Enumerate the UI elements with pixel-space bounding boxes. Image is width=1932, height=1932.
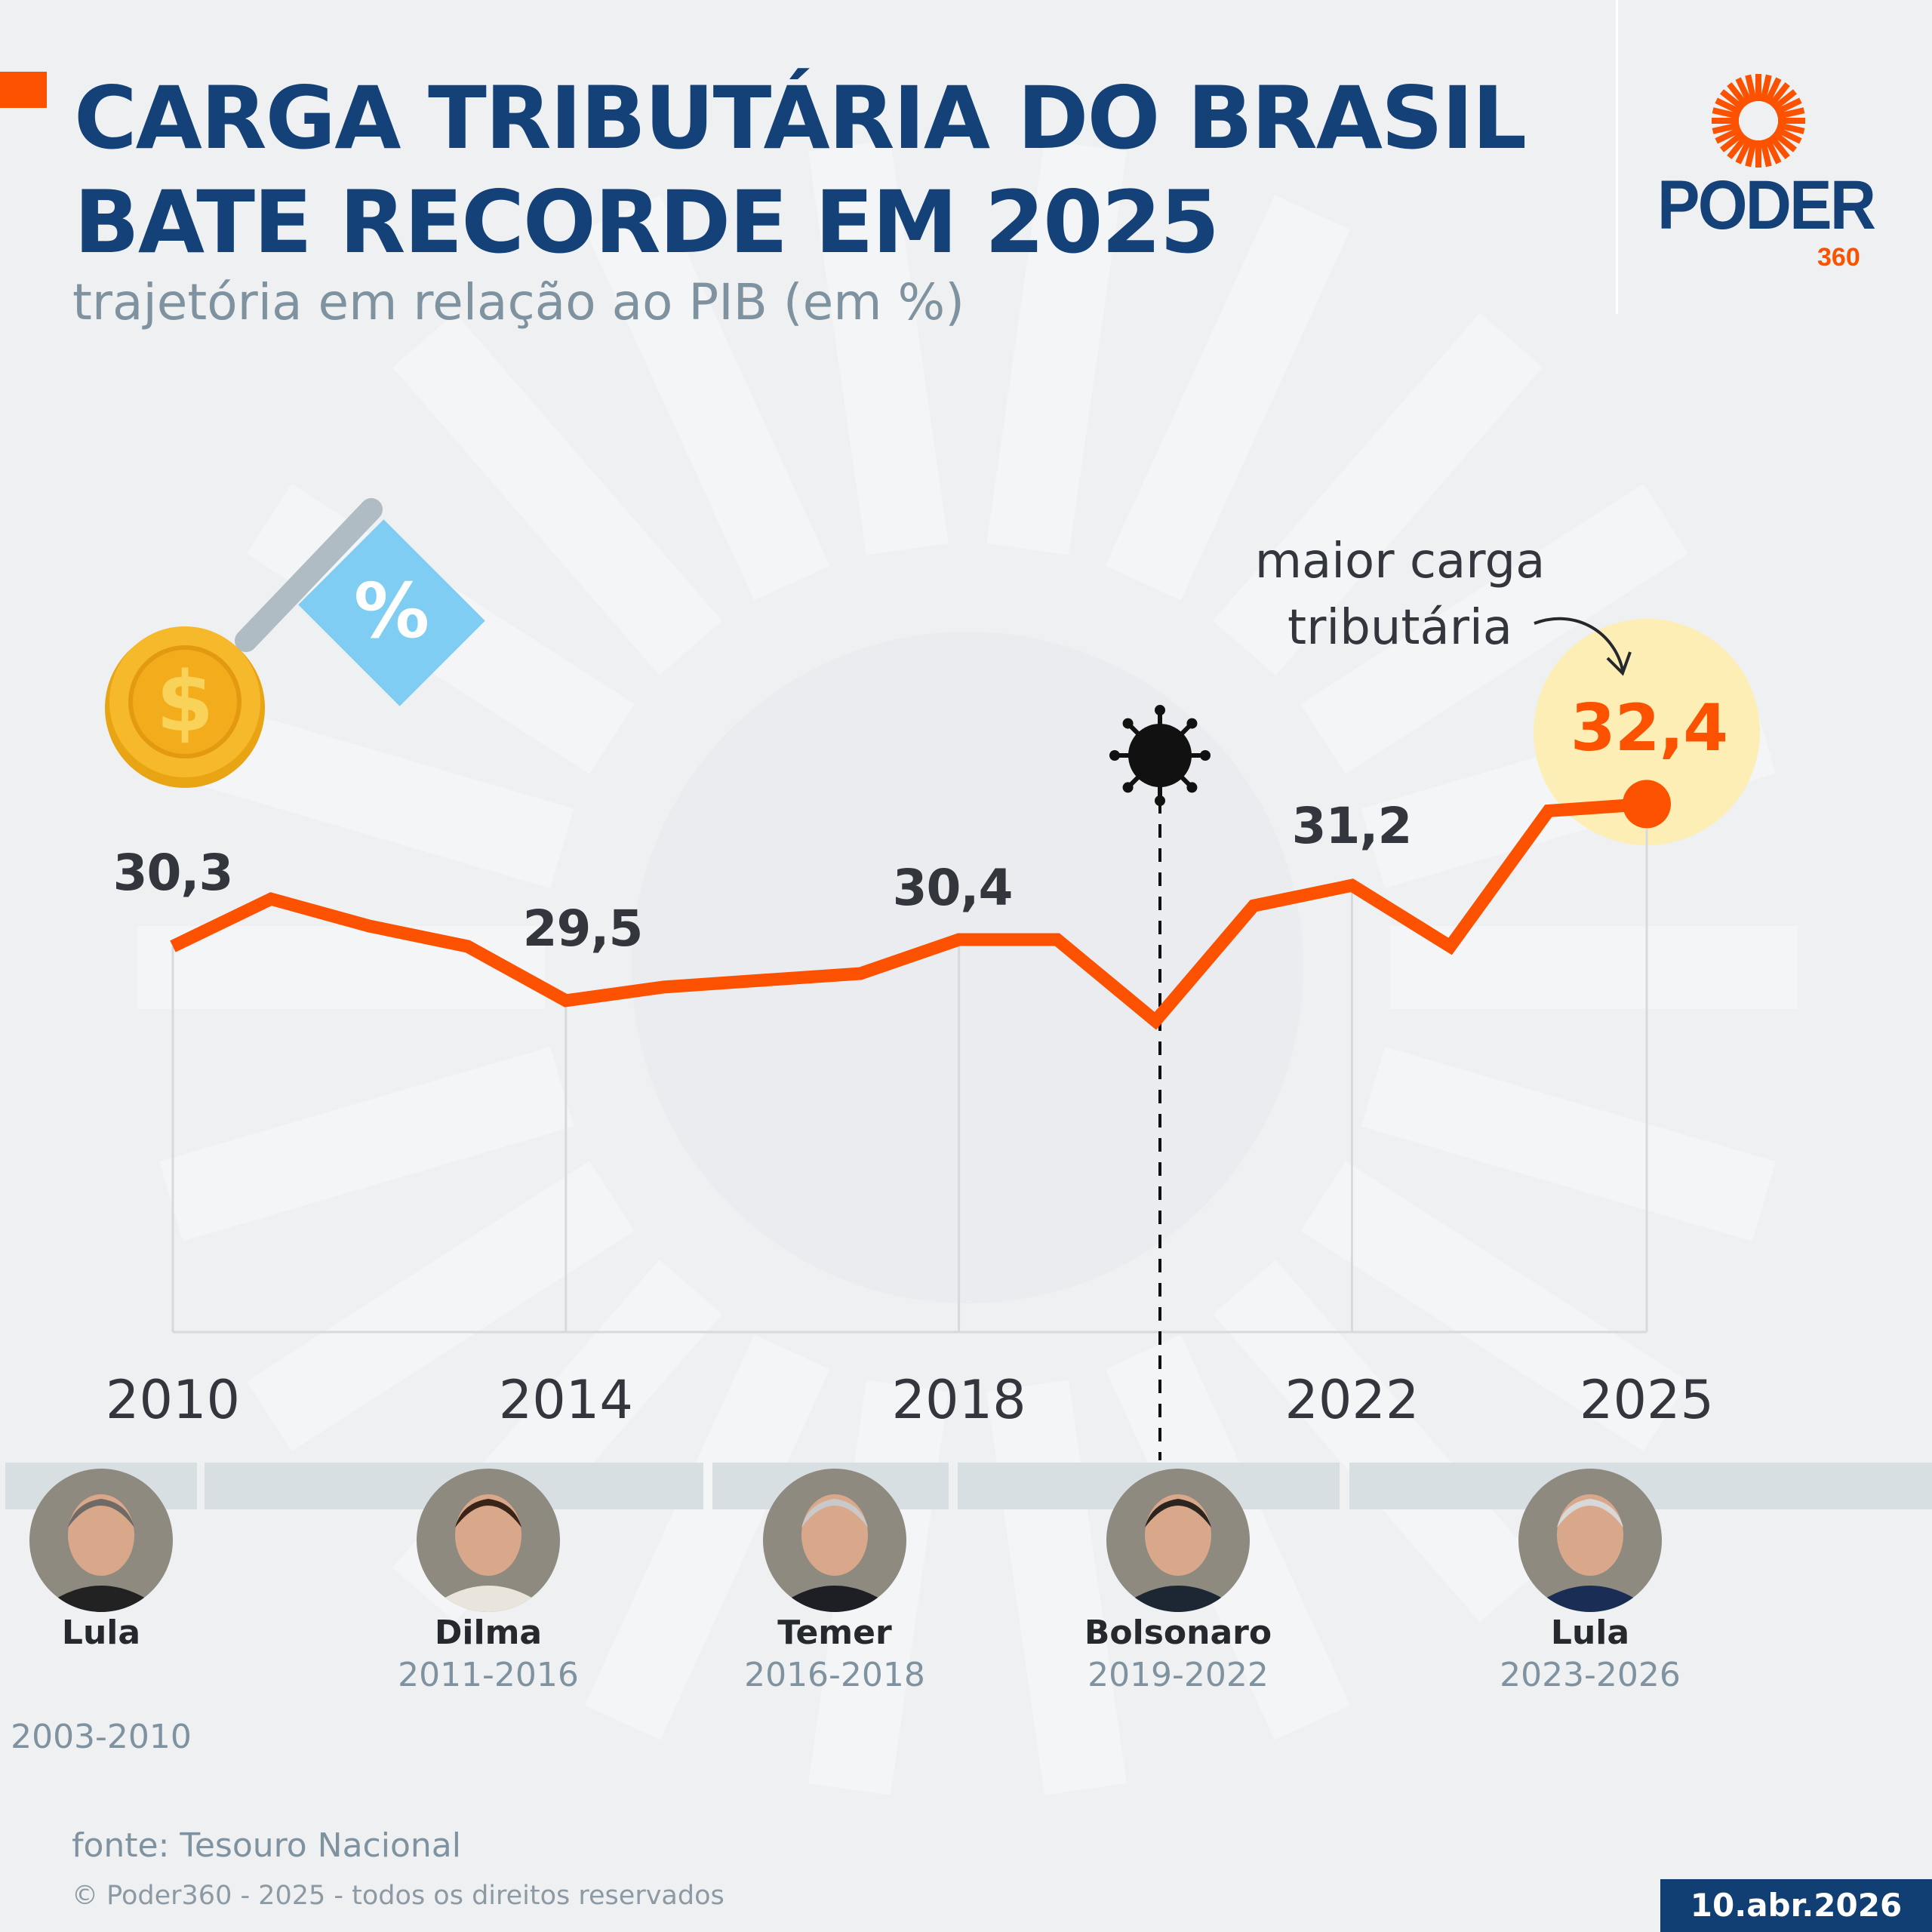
- page-subtitle: trajetória em relação ao PIB (em %): [72, 273, 965, 331]
- annotation-line1: maior carga: [1254, 534, 1546, 589]
- x-tick-2022: 2022: [1284, 1369, 1420, 1431]
- background-ray: [986, 140, 1127, 555]
- page-title-line2: BATE RECORDE EM 2025: [74, 172, 1220, 272]
- background-ray: [1300, 1161, 1689, 1451]
- president-name: Temer: [777, 1614, 892, 1652]
- data-label-2022: 31,2: [1291, 797, 1413, 855]
- poder360-sun-icon: [1712, 74, 1805, 168]
- portrait-avatar: [417, 1469, 560, 1612]
- background-ray: [585, 1334, 830, 1740]
- x-tick-2018: 2018: [891, 1369, 1026, 1431]
- annotation-arrow: [1534, 617, 1624, 671]
- percent-flag-icon: [298, 519, 485, 706]
- portrait-avatar: [1518, 1469, 1662, 1612]
- copyright: © Poder360 - 2025 - todos os direitos re…: [72, 1881, 724, 1911]
- president-term: 2019-2022: [1088, 1656, 1269, 1694]
- data-label-2014: 29,5: [522, 900, 644, 958]
- president-term: 2011-2016: [398, 1656, 579, 1694]
- data-label-2025: 32,4: [1570, 691, 1728, 766]
- record-highlight: [1534, 619, 1760, 845]
- annotation-line2: tributária: [1287, 600, 1512, 656]
- president-term: 2023-2026: [1500, 1656, 1681, 1694]
- x-tick-2014: 2014: [498, 1369, 633, 1431]
- background-ray: [808, 140, 949, 555]
- president-name: Bolsonaro: [1084, 1614, 1272, 1652]
- annotation-text: maior carga tributária: [1208, 528, 1592, 661]
- portrait-avatar: [763, 1469, 906, 1612]
- source-note: fonte: Tesouro Nacional: [72, 1826, 461, 1865]
- date-badge: 10.abr.2026: [1660, 1879, 1932, 1932]
- divider: [1616, 0, 1618, 314]
- logo-suffix: 360: [1817, 243, 1860, 272]
- background-ray: [1105, 195, 1350, 601]
- endpoint-dot: [1623, 780, 1671, 829]
- background-ray: [392, 312, 722, 675]
- background-ray: [159, 1046, 574, 1241]
- portrait-avatar: [29, 1469, 173, 1612]
- background-ray: [1213, 1260, 1543, 1623]
- x-tick-2010: 2010: [105, 1369, 241, 1431]
- logo-wordmark: PODER: [1657, 167, 1876, 244]
- data-label-2018: 30,4: [892, 859, 1014, 917]
- president-term: 2003-2010: [11, 1718, 192, 1756]
- portrait-avatar: [1106, 1469, 1250, 1612]
- president-name: Lula: [61, 1614, 141, 1652]
- background-ray: [585, 195, 830, 601]
- background-ray: [1300, 484, 1689, 774]
- background-ray: [1213, 312, 1543, 675]
- data-label-2010: 30,3: [112, 844, 234, 902]
- virus-icon: [1109, 705, 1211, 806]
- series-line: [170, 797, 1647, 1030]
- svg-text:$: $: [156, 654, 214, 750]
- page-title-line1: CARGA TRIBUTÁRIA DO BRASIL: [74, 68, 1527, 168]
- background-ray: [246, 1161, 635, 1451]
- accent-mark: [0, 72, 47, 108]
- president-name: Dilma: [434, 1614, 543, 1652]
- president-term: 2016-2018: [744, 1656, 925, 1694]
- president-name: Lula: [1550, 1614, 1630, 1652]
- x-tick-2025: 2025: [1579, 1369, 1715, 1431]
- coin-flag-illustration: % $: [105, 498, 485, 788]
- background-ray: [986, 1380, 1127, 1795]
- background-ray: [1361, 1046, 1776, 1241]
- svg-text:%: %: [354, 567, 429, 655]
